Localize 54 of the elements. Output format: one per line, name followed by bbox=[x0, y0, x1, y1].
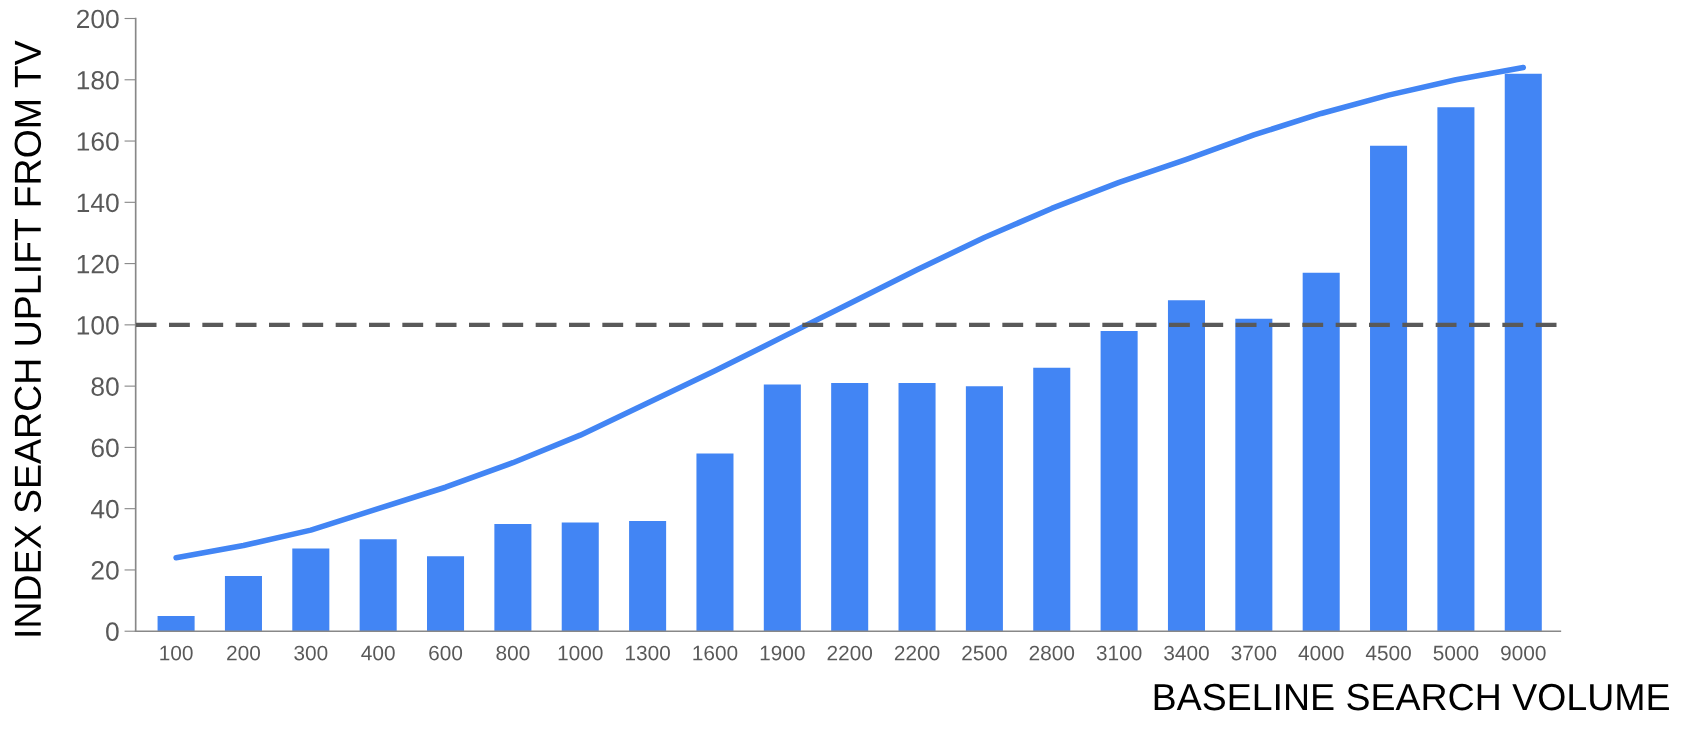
y-tick-label: 100 bbox=[77, 315, 119, 335]
x-tick-label: 800 bbox=[496, 645, 530, 661]
x-tick-label: 5000 bbox=[1433, 645, 1479, 661]
bar bbox=[494, 523, 532, 632]
x-tick-label: 2200 bbox=[827, 645, 873, 661]
bar bbox=[831, 383, 869, 632]
y-tick-label: 20 bbox=[91, 561, 119, 580]
x-tick-label: 3700 bbox=[1231, 645, 1277, 661]
y-tick-label: 120 bbox=[77, 254, 119, 274]
x-tick-label: 400 bbox=[361, 645, 395, 661]
x-tick-label: 9000 bbox=[1501, 645, 1546, 661]
bar bbox=[965, 386, 1003, 632]
bar bbox=[292, 548, 330, 632]
bar bbox=[898, 383, 936, 632]
x-tick-label: 600 bbox=[429, 645, 463, 661]
x-tick-label: 3400 bbox=[1164, 645, 1209, 661]
x-tick-label: 1600 bbox=[693, 645, 738, 661]
x-tick-label: 3100 bbox=[1096, 645, 1142, 661]
x-tick-label: 4500 bbox=[1365, 645, 1411, 661]
bar bbox=[1167, 300, 1205, 632]
y-tick-label: 0 bbox=[106, 622, 119, 642]
bar bbox=[1235, 318, 1273, 632]
bar bbox=[1033, 367, 1071, 632]
y-tick-label: 160 bbox=[77, 132, 119, 151]
y-tick-label: 80 bbox=[91, 377, 119, 396]
bar bbox=[1302, 272, 1340, 632]
x-axis-title: BASELINE SEARCH VOLUME bbox=[1154, 683, 1669, 711]
x-tick-label: 1000 bbox=[558, 645, 603, 661]
x-tick-label: 200 bbox=[227, 645, 261, 661]
bar bbox=[157, 615, 195, 632]
y-axis-title: INDEX SEARCH UPLIFT FROM TV bbox=[14, 40, 42, 636]
bar bbox=[359, 539, 397, 632]
bar bbox=[763, 384, 801, 632]
bar bbox=[561, 522, 599, 632]
y-tick-label: 200 bbox=[77, 9, 119, 29]
bar bbox=[696, 453, 734, 632]
bar bbox=[1100, 330, 1138, 632]
bar bbox=[629, 520, 667, 632]
bar bbox=[1370, 145, 1408, 632]
bar bbox=[224, 576, 262, 632]
x-tick-label: 2200 bbox=[894, 645, 940, 661]
x-tick-label: 2800 bbox=[1029, 645, 1075, 661]
bar bbox=[427, 556, 465, 632]
y-tick-label: 60 bbox=[91, 438, 119, 458]
bar bbox=[1437, 107, 1475, 632]
x-tick-label: 4000 bbox=[1298, 645, 1344, 661]
y-tick-label: 140 bbox=[77, 193, 119, 213]
x-tick-label: 2500 bbox=[962, 645, 1007, 661]
x-tick-label: 1300 bbox=[626, 645, 670, 661]
x-tick-label: 1900 bbox=[760, 645, 805, 661]
x-tick-label: 100 bbox=[160, 645, 193, 661]
y-tick-label: 180 bbox=[77, 70, 119, 90]
x-tick-label: 300 bbox=[294, 645, 328, 661]
y-tick-label: 40 bbox=[90, 499, 119, 519]
